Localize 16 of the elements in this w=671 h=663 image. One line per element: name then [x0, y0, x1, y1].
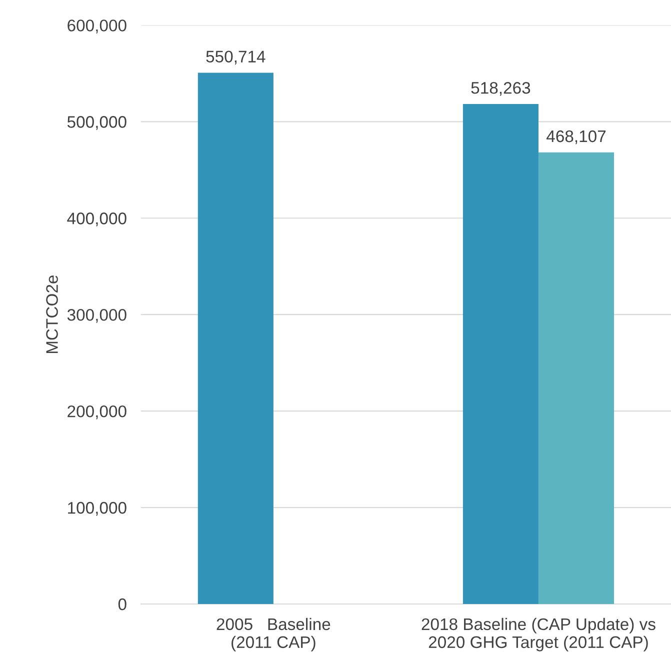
text: 550,714 — [206, 50, 266, 64]
bar — [198, 72, 274, 604]
y-tick-label: 0 — [118, 598, 126, 610]
bar — [538, 152, 614, 604]
y-tick-label: 300,000 — [67, 308, 126, 323]
y-tick-label: 100,000 — [68, 502, 126, 516]
bar — [462, 104, 538, 604]
y-axis-title: MCTCO2e — [46, 276, 58, 354]
y-tick-label: 400,000 — [67, 212, 126, 226]
y-tick-label: 200,000 — [68, 405, 126, 420]
y-tick-label: 600,000 — [68, 20, 126, 34]
text: 518,263 — [471, 82, 530, 96]
text: 468,107 — [546, 130, 606, 144]
y-tick-label: 500,000 — [67, 116, 126, 130]
x-tick-label: 2005 Baseline (2011 CAP) — [216, 618, 330, 652]
x-tick-label: 2018 Baseline (CAP Update) vs 2020 GHG Target (2011 CAP) — [422, 618, 656, 652]
